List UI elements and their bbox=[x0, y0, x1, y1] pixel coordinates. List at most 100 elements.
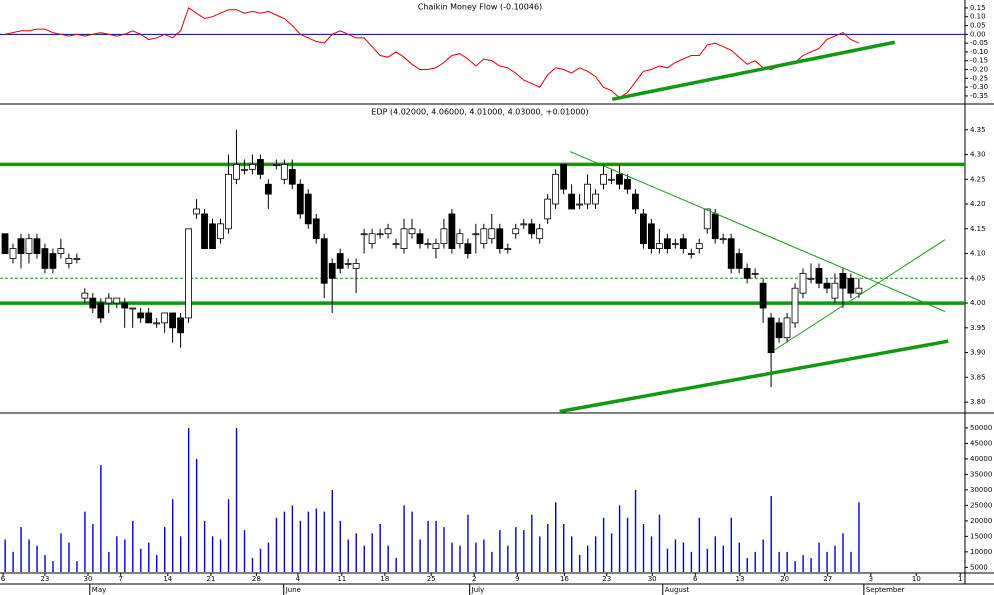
candle-body bbox=[272, 164, 280, 166]
volume-bar bbox=[666, 548, 669, 572]
candle-body bbox=[424, 243, 432, 246]
candle-body bbox=[296, 183, 304, 215]
volume-bar bbox=[108, 551, 110, 572]
candle-body bbox=[97, 302, 105, 319]
candle-body bbox=[520, 223, 528, 226]
volume-bar bbox=[507, 545, 509, 572]
y-tick-label: 4.20 bbox=[970, 200, 986, 208]
candle-body bbox=[544, 198, 552, 220]
candle-body bbox=[17, 238, 25, 254]
x-tick-label: 11 bbox=[337, 575, 346, 583]
candle-body bbox=[73, 258, 81, 260]
candle-body bbox=[392, 243, 400, 246]
volume-bar bbox=[283, 511, 286, 572]
chart-title: Chaikin Money Flow (-0.10046) bbox=[418, 3, 542, 12]
volume-bar bbox=[395, 558, 397, 572]
candle-body bbox=[456, 233, 464, 245]
candle-body bbox=[360, 233, 368, 236]
volume-bar bbox=[76, 561, 78, 572]
candle-body bbox=[1, 233, 9, 254]
volume-bar bbox=[850, 551, 852, 572]
volume-bar bbox=[698, 517, 701, 572]
volume-bar bbox=[339, 520, 341, 572]
volume-bar bbox=[786, 551, 788, 572]
y-tick-label: 4.35 bbox=[970, 126, 986, 134]
candle-body bbox=[288, 168, 296, 185]
x-tick-label: 23 bbox=[602, 575, 611, 583]
candle-body bbox=[663, 238, 671, 249]
candle-body bbox=[33, 238, 41, 254]
candle-body bbox=[504, 248, 512, 250]
y-tick-label: 3.85 bbox=[970, 373, 986, 381]
candle-body bbox=[129, 307, 137, 310]
trend-line bbox=[569, 151, 946, 312]
volume-bar bbox=[451, 542, 453, 572]
candle-body bbox=[193, 208, 200, 215]
volume-bar bbox=[100, 465, 102, 572]
volume-bar bbox=[331, 489, 334, 572]
x-tick-label: 6 bbox=[693, 575, 698, 583]
volume-bar bbox=[563, 523, 565, 572]
candle-body bbox=[49, 253, 57, 269]
volume-bar bbox=[227, 499, 230, 572]
volume-bar bbox=[132, 520, 134, 572]
candle-body bbox=[145, 312, 153, 324]
candle-body bbox=[703, 208, 711, 230]
volume-bar bbox=[323, 511, 326, 572]
volume-bar bbox=[523, 530, 525, 572]
candle-body bbox=[304, 193, 312, 225]
volume-bar bbox=[634, 489, 637, 572]
y-tick-label: 0.10 bbox=[970, 13, 986, 21]
volume-bar bbox=[586, 545, 589, 572]
candle-body bbox=[105, 297, 113, 304]
candle-body bbox=[161, 312, 169, 324]
volume-bar bbox=[315, 508, 318, 572]
chart-title: EDP (4.02000, 4.06000, 4.01000, 4.03000,… bbox=[371, 108, 588, 117]
y-tick-label: 3.80 bbox=[970, 398, 986, 406]
volume-bar bbox=[826, 551, 828, 572]
x-tick-label: 3 bbox=[869, 575, 873, 583]
x-tick-label: 23 bbox=[40, 575, 49, 583]
candle-body bbox=[432, 243, 440, 249]
candle-body bbox=[847, 277, 855, 294]
volume-bar bbox=[690, 551, 693, 572]
candle-body bbox=[536, 228, 544, 240]
candle-body bbox=[735, 253, 743, 269]
volume-bar bbox=[44, 554, 46, 572]
candle-body bbox=[336, 253, 344, 269]
volume-bar bbox=[387, 545, 389, 572]
volume-bar bbox=[658, 514, 661, 572]
volume-bar bbox=[291, 505, 294, 572]
x-tick-label: 16 bbox=[560, 575, 569, 583]
candle-body bbox=[727, 238, 735, 269]
candle-body bbox=[640, 213, 647, 245]
y-tick-label: -0.35 bbox=[970, 92, 988, 100]
candle-body bbox=[855, 287, 863, 294]
volume-bar bbox=[403, 505, 405, 572]
y-tick-label: 50000 bbox=[970, 424, 992, 432]
candle-body bbox=[448, 213, 456, 249]
money-flow-line bbox=[4, 7, 860, 99]
candle-body bbox=[225, 173, 232, 230]
volume-bar bbox=[570, 536, 573, 572]
volume-bar bbox=[547, 523, 549, 572]
candle-body bbox=[568, 193, 575, 210]
candle-body bbox=[241, 168, 248, 171]
x-tick-label: 10 bbox=[912, 575, 921, 583]
volume-bar bbox=[531, 514, 533, 572]
volume-bar bbox=[730, 517, 732, 572]
volume-bar bbox=[60, 533, 62, 572]
x-tick-label: 30 bbox=[648, 575, 657, 583]
volume-bar bbox=[4, 539, 6, 572]
candle-body bbox=[169, 312, 177, 329]
volume-bar bbox=[499, 530, 501, 572]
volume-bar bbox=[219, 539, 222, 572]
volume-bar bbox=[515, 527, 517, 572]
volume-bar bbox=[148, 542, 150, 572]
candle-body bbox=[65, 258, 73, 264]
y-tick-label: -0.05 bbox=[970, 39, 988, 47]
volume-bar bbox=[84, 511, 86, 572]
volume-bar bbox=[722, 545, 725, 572]
